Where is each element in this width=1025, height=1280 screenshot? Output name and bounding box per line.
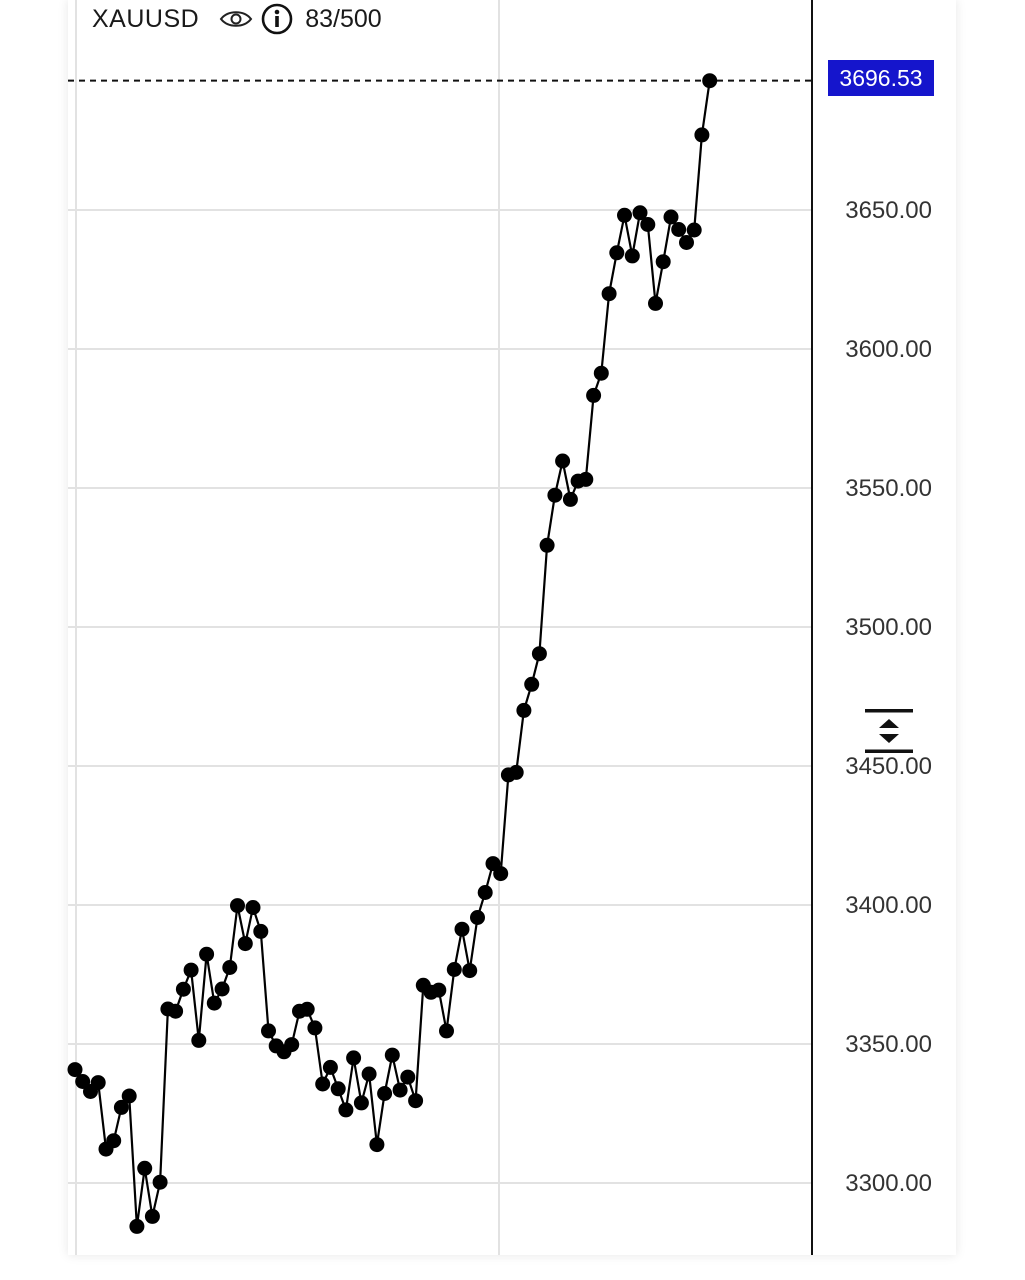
data-point[interactable] [547, 487, 563, 503]
data-point[interactable] [671, 222, 687, 237]
data-point[interactable] [230, 898, 245, 914]
y-tick-label: 3650.00 [845, 197, 932, 224]
data-point[interactable] [524, 676, 540, 692]
y-tick-label: 3400.00 [845, 892, 932, 919]
info-icon[interactable] [261, 3, 293, 35]
data-point[interactable] [338, 1102, 354, 1118]
data-point[interactable] [454, 921, 470, 937]
data-point[interactable] [400, 1069, 416, 1085]
data-point[interactable] [462, 963, 478, 979]
data-point[interactable] [694, 127, 710, 143]
data-point[interactable] [191, 1032, 207, 1048]
grid-lines [68, 0, 812, 1255]
data-point[interactable] [601, 286, 617, 302]
eye-icon[interactable] [219, 8, 253, 30]
data-point[interactable] [508, 764, 524, 780]
data-point[interactable] [609, 245, 625, 261]
data-point[interactable] [446, 962, 462, 977]
data-point[interactable] [624, 248, 640, 264]
chart-header: XAUUSD 83/500 [92, 2, 382, 36]
data-point[interactable] [431, 982, 447, 998]
y-tick-label: 3550.00 [845, 475, 932, 502]
data-point[interactable] [663, 209, 679, 225]
y-tick-label: 3600.00 [845, 336, 932, 363]
y-tick-label: 3300.00 [845, 1170, 932, 1197]
data-point[interactable] [253, 923, 269, 939]
data-point[interactable] [539, 537, 555, 553]
data-point[interactable] [493, 866, 509, 882]
data-point[interactable] [593, 365, 609, 381]
current-price-tag: 3696.53 [828, 60, 934, 96]
data-point[interactable] [361, 1066, 377, 1082]
data-point[interactable] [516, 702, 532, 718]
data-point[interactable] [90, 1075, 106, 1091]
data-point[interactable] [617, 207, 632, 223]
data-point[interactable] [152, 1174, 168, 1190]
data-point[interactable] [578, 471, 594, 487]
data-point[interactable] [531, 646, 547, 662]
data-point[interactable] [470, 910, 485, 925]
data-point[interactable] [67, 1062, 83, 1078]
data-point[interactable] [353, 1095, 369, 1111]
expand-vertical-icon[interactable] [862, 706, 916, 756]
data-point[interactable] [632, 205, 648, 221]
data-point[interactable] [640, 217, 656, 232]
y-tick-label: 3500.00 [845, 614, 932, 641]
y-axis-tick-labels: 3300.00 3350.00 3400.00 3450.00 3500.00 3550.… [845, 197, 932, 1197]
data-point[interactable] [384, 1047, 400, 1063]
data-point[interactable] [121, 1088, 137, 1104]
data-point[interactable] [129, 1218, 145, 1234]
data-point[interactable] [245, 900, 261, 915]
data-point[interactable] [655, 254, 671, 270]
data-point[interactable] [439, 1023, 454, 1039]
data-point[interactable] [175, 981, 191, 997]
data-point[interactable] [369, 1137, 385, 1153]
data-point[interactable] [330, 1081, 346, 1097]
data-point[interactable] [183, 962, 199, 978]
data-point[interactable] [377, 1086, 393, 1101]
y-tick-label: 3450.00 [845, 753, 932, 780]
counter-label: 83/500 [305, 4, 382, 33]
symbol-label: XAUUSD [92, 4, 200, 33]
data-point[interactable] [214, 981, 230, 997]
data-point[interactable] [648, 295, 663, 311]
data-point[interactable] [322, 1059, 338, 1075]
y-tick-label: 3350.00 [845, 1031, 932, 1058]
series-points [67, 73, 718, 1234]
data-point[interactable] [477, 885, 493, 900]
data-point[interactable] [346, 1050, 362, 1066]
data-point[interactable] [137, 1160, 153, 1176]
data-point[interactable] [237, 936, 253, 952]
data-point[interactable] [408, 1093, 424, 1109]
data-point[interactable] [113, 1099, 129, 1115]
data-point[interactable] [206, 995, 222, 1011]
data-point[interactable] [284, 1037, 300, 1053]
data-point[interactable] [222, 960, 238, 975]
data-point[interactable] [144, 1208, 160, 1224]
data-point[interactable] [679, 235, 694, 250]
data-point[interactable] [392, 1082, 408, 1098]
data-point[interactable] [299, 1001, 315, 1017]
data-point[interactable] [702, 73, 718, 89]
data-point[interactable] [562, 491, 578, 507]
data-point[interactable] [586, 387, 602, 403]
data-point[interactable] [199, 946, 215, 962]
data-point[interactable] [315, 1076, 331, 1092]
data-point[interactable] [106, 1133, 122, 1149]
data-point[interactable] [168, 1003, 184, 1019]
data-point[interactable] [307, 1020, 323, 1036]
data-point[interactable] [555, 453, 571, 469]
data-point[interactable] [261, 1023, 276, 1039]
data-point[interactable] [686, 222, 702, 238]
